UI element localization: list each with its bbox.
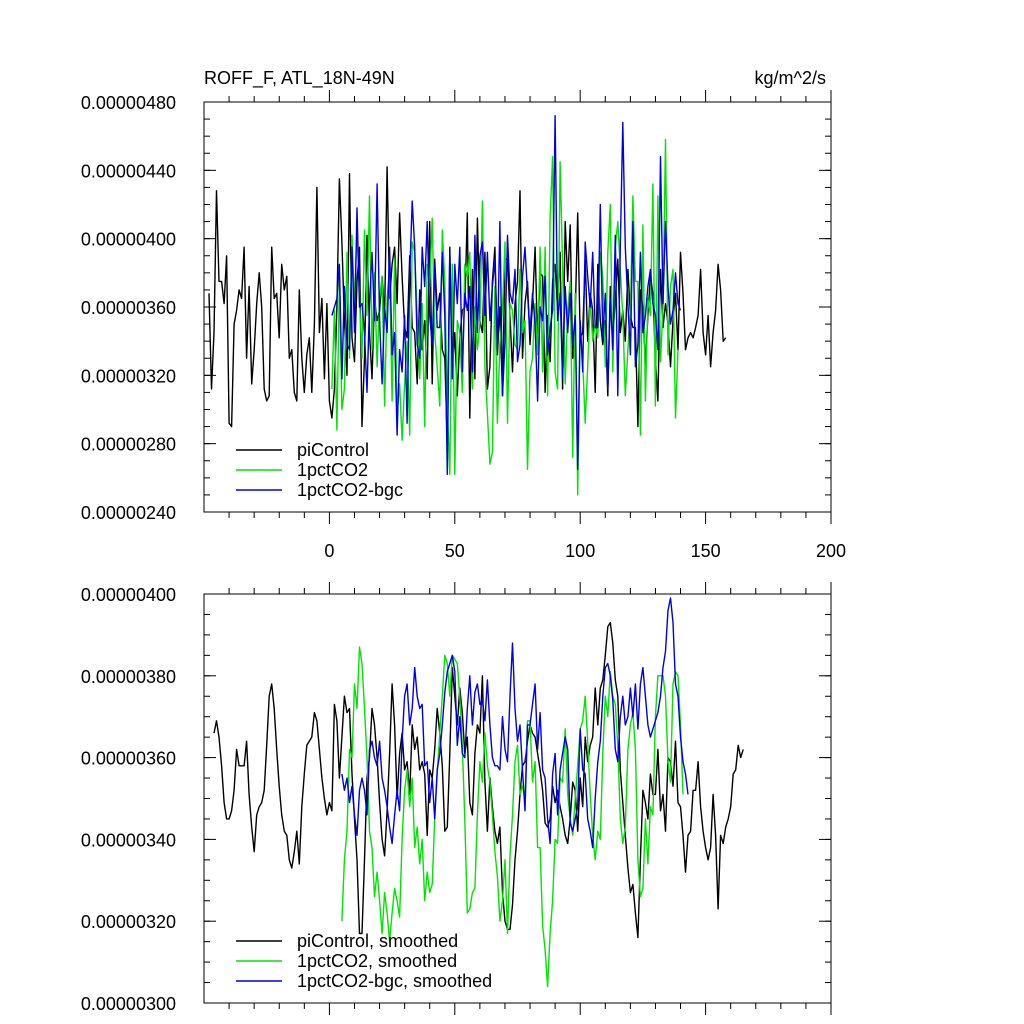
y-tick-label: 0.00000400 bbox=[81, 585, 176, 605]
y-tick-label: 0.00000280 bbox=[81, 435, 176, 455]
y-tick-label: 0.00000320 bbox=[81, 912, 176, 932]
legend-label: 1pctCO2-bgc bbox=[297, 480, 403, 500]
series-line-1 bbox=[208, 166, 727, 445]
bottom-panel-series bbox=[213, 597, 744, 988]
legend-label: 1pctCO2, smoothed bbox=[297, 951, 457, 971]
series-line-3 bbox=[331, 114, 682, 476]
series-line-2 bbox=[341, 646, 684, 988]
y-tick-label: 0.00000400 bbox=[81, 230, 176, 250]
legend-label: 1pctCO2-bgc, smoothed bbox=[297, 971, 492, 991]
y-tick-label: 0.00000440 bbox=[81, 161, 176, 181]
y-tick-label: 0.00000320 bbox=[81, 366, 176, 386]
top-panel-units: kg/m^2/s bbox=[755, 68, 826, 88]
x-tick-label: 200 bbox=[816, 541, 846, 561]
y-tick-label: 0.00000480 bbox=[81, 93, 176, 113]
x-tick-label: 100 bbox=[565, 541, 595, 561]
y-tick-label: 0.00000360 bbox=[81, 298, 176, 318]
legend-label: piControl bbox=[297, 440, 369, 460]
top-panel-axes: 0.00000240 0.00000280 0.00000320 0.00000360… bbox=[81, 90, 846, 561]
legend-label: 1pctCO2 bbox=[297, 460, 368, 480]
legend-label: piControl, smoothed bbox=[297, 931, 458, 951]
top-panel-series bbox=[208, 114, 727, 496]
y-tick-label: 0.00000240 bbox=[81, 503, 176, 523]
y-tick-label: 0.00000300 bbox=[81, 994, 176, 1014]
y-tick-label: 0.00000360 bbox=[81, 749, 176, 769]
x-tick-label: 0 bbox=[324, 541, 334, 561]
x-tick-label: 50 bbox=[445, 541, 465, 561]
x-tick-label: 150 bbox=[691, 541, 721, 561]
y-tick-label: 0.00000340 bbox=[81, 830, 176, 850]
series-line-3 bbox=[341, 597, 689, 849]
bottom-panel: 0.00000300 0.00000320 0.00000340 0.00000360… bbox=[81, 582, 832, 1015]
y-tick-label: 0.00000380 bbox=[81, 667, 176, 687]
top-panel: ROFF_F, ATL_18N-49N kg/m^2/s 0.000002400… bbox=[81, 68, 846, 561]
series-line-1 bbox=[213, 621, 744, 939]
top-panel-title: ROFF_F, ATL_18N-49N bbox=[204, 68, 395, 89]
bottom-panel-axes: 0.00000300 0.00000320 0.00000340 0.00000360… bbox=[81, 582, 832, 1015]
